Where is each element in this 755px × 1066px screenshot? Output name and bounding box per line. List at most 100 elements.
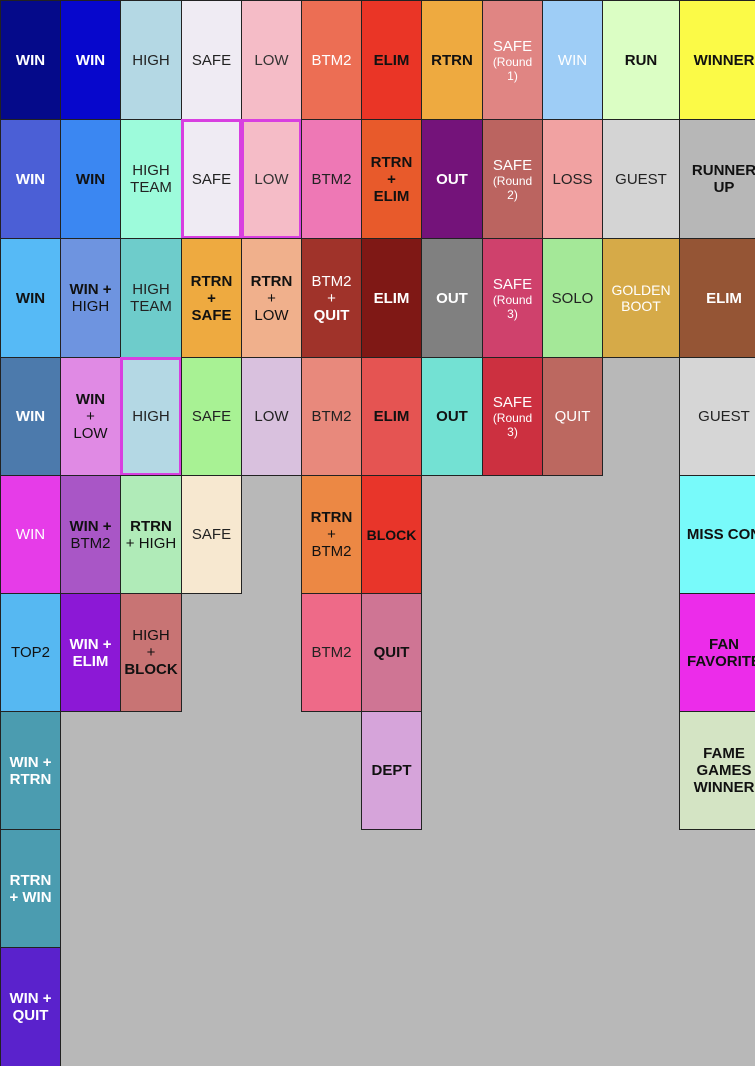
legend-cell-text: + — [327, 289, 336, 307]
legend-cell-text: BTM2 — [311, 51, 352, 69]
legend-cell: WIN — [60, 0, 121, 120]
legend-cell-label: BTM2 — [311, 171, 351, 188]
legend-cell-text: HIGH — [132, 162, 170, 179]
legend-cell: RTRN + LOW — [241, 238, 302, 358]
legend-cell-label: WIN + QUIT — [9, 990, 51, 1024]
legend-cell: BTM2 — [301, 0, 362, 120]
legend-cell-label: WIN + LOW — [73, 391, 107, 442]
legend-cell: HIGH TEAM — [120, 119, 182, 239]
legend-cell-text: BTM2 — [311, 272, 352, 290]
legend-cell-text: SOLO — [551, 289, 594, 307]
legend-cell-label: ELIM — [374, 52, 410, 69]
legend-cell-label: OUT — [436, 171, 468, 188]
legend-cell-text: + WIN — [9, 888, 52, 906]
legend-cell-text: WIN + — [69, 517, 112, 535]
legend-cell-text: + HIGH — [125, 534, 177, 552]
legend-cell-label: HIGH + BLOCK — [124, 627, 177, 678]
legend-cell-label: FAN FAVORITE — [680, 636, 755, 670]
legend-cell-label: SAFE — [192, 526, 231, 543]
legend-cell-label: BTM2 + QUIT — [311, 273, 351, 324]
legend-cell: BLOCK — [361, 475, 422, 594]
legend-cell: SAFE (Round 2) — [482, 119, 543, 239]
legend-cell-text: WIN + — [9, 990, 52, 1007]
legend-cell-text: FAN — [709, 635, 739, 653]
legend-cell: RTRN + BTM2 — [301, 475, 362, 594]
legend-cell-text: WINNER — [693, 779, 755, 796]
legend-cell-text: (Round — [492, 292, 533, 307]
legend-cell-text: SAFE — [191, 526, 232, 543]
legend-cell-text: RTRN — [310, 509, 353, 526]
legend-cell-text: LOW — [254, 408, 289, 425]
legend-cell-label: SAFE (Round 1) — [493, 38, 532, 83]
legend-cell-text: GAMES — [696, 762, 752, 779]
legend-cell-text: WIN — [75, 170, 106, 188]
legend-cell-text: WINNER — [693, 51, 755, 69]
legend-cell-text: BTM2 — [311, 543, 352, 560]
legend-cell: WIN + HIGH — [60, 238, 121, 358]
legend-cell: LOW — [241, 0, 302, 120]
legend-cell-text: WIN + — [69, 635, 112, 653]
legend-cell-label: LOSS — [552, 171, 592, 188]
legend-cell: ELIM — [361, 0, 422, 120]
legend-cell-label: RTRN + SAFE — [191, 273, 233, 324]
legend-cell-label: SAFE — [192, 171, 231, 188]
legend-cell: WIN + QUIT — [0, 947, 61, 1066]
legend-cell-text: ELIM — [373, 289, 410, 307]
legend-cell-label: WIN — [558, 52, 587, 69]
legend-cell: ELIM — [361, 357, 422, 476]
legend-cell-label: DEPT — [371, 762, 411, 779]
legend-cell: BTM2 + QUIT — [301, 238, 362, 358]
legend-cell-label: RTRN — [431, 52, 473, 69]
legend-cell-label: GUEST — [680, 408, 755, 425]
legend-cell-label: OUT — [436, 290, 468, 307]
legend-cell-label: WIN + HIGH — [69, 281, 111, 315]
legend-cell-text: SAFE — [492, 275, 533, 293]
legend-cell: SAFE (Round 3) — [482, 357, 543, 476]
legend-cell-text: RUNNER — [691, 162, 755, 179]
legend-cell-text: OUT — [436, 289, 468, 307]
legend-cell-text: QUIT — [554, 408, 591, 425]
legend-cell: WINNER — [679, 0, 755, 120]
legend-cell-label: WIN — [76, 171, 105, 188]
legend-cell: SOLO — [542, 238, 603, 358]
legend-cell: BTM2 — [301, 357, 362, 476]
legend-cell-label: HIGH TEAM — [130, 162, 172, 196]
legend-cell-text: ELIM — [373, 51, 410, 69]
legend-cell-text: WIN + — [69, 281, 112, 298]
legend-cell: BTM2 — [301, 119, 362, 239]
legend-cell-label: SOLO — [552, 290, 594, 307]
legend-cell: WIN — [542, 0, 603, 120]
legend-cell-label: GUEST — [615, 171, 667, 188]
legend-cell-label: ELIM — [680, 290, 755, 307]
legend-cell: QUIT — [361, 593, 422, 712]
legend-cell-label: WIN — [16, 526, 45, 543]
legend-cell-text: RTRN — [9, 871, 52, 889]
legend-cell: RUNNER UP — [679, 119, 755, 239]
legend-cell-label: RTRN + BTM2 — [311, 509, 353, 560]
legend-cell: OUT — [421, 238, 483, 358]
legend-cell-text: + — [86, 408, 95, 425]
legend-cell: TOP2 — [0, 593, 61, 712]
legend-cell: FAN FAVORITE — [679, 593, 755, 712]
legend-cell-text: LOW — [254, 51, 289, 69]
legend-cell-text: RTRN — [370, 153, 413, 171]
legend-cell-text: 3) — [507, 306, 518, 321]
legend-cell-label: WIN — [16, 290, 45, 307]
legend-cell-label: WIN — [16, 52, 45, 69]
legend-cell: FAME GAMES WINNER — [679, 711, 755, 830]
legend-cell-label: ELIM — [374, 408, 410, 425]
legend-cell-text: QUIT — [12, 1007, 49, 1024]
legend-cell-label: WIN + ELIM — [69, 636, 111, 670]
legend-cell-text: 3) — [507, 425, 518, 439]
legend-cell-label: SAFE — [192, 52, 231, 69]
legend-cell-text: WIN + — [9, 753, 52, 771]
legend-cell-text: RTRN — [431, 51, 473, 69]
legend-cell-label: LOW — [254, 408, 288, 425]
legend-cell-text: MISS CON — [686, 526, 755, 543]
legend-cell-label: SAFE — [192, 408, 231, 425]
legend-cell: OUT — [421, 357, 483, 476]
legend-cell-text: BLOCK — [124, 661, 178, 678]
legend-cell: BTM2 — [301, 593, 362, 712]
legend-cell: ELIM — [361, 238, 422, 358]
legend-cell-text: HIGH — [132, 51, 170, 69]
